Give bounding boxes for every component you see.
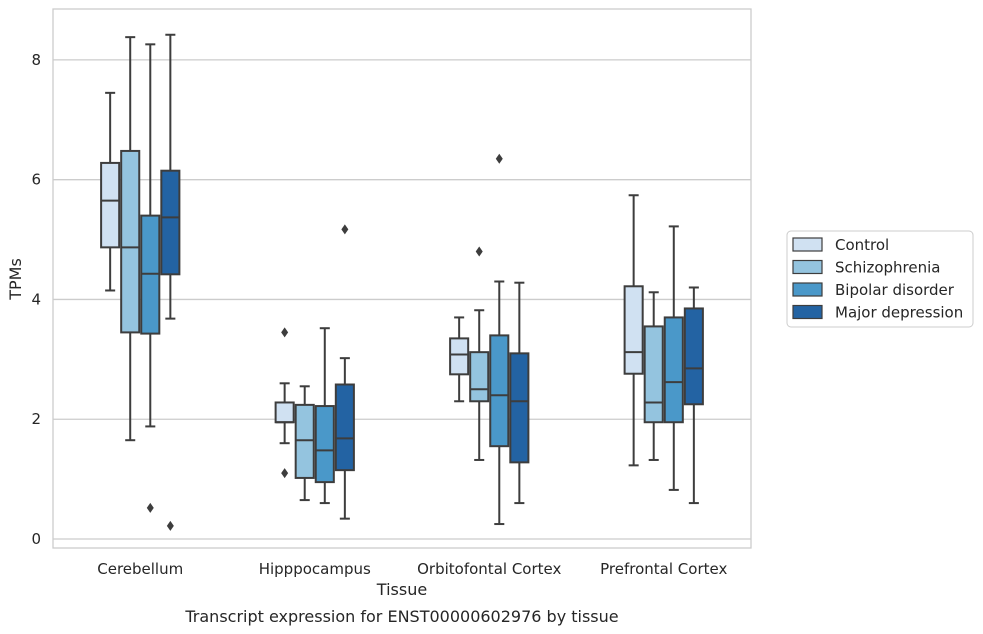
y-axis-ticks: 0 2 4 6 8 <box>31 51 41 548</box>
outlier-point <box>281 327 289 338</box>
box-bipolar-disorder <box>140 43 161 513</box>
box-group-prefrontal-cortex <box>623 194 704 505</box>
legend-label: Major depression <box>835 304 963 322</box>
iqr-box <box>469 351 490 403</box>
iqr-box <box>334 383 355 472</box>
iqr-box <box>449 337 470 376</box>
box-control <box>449 316 470 403</box>
iqr-box <box>100 161 121 249</box>
x-tick-label: Cerebellum <box>97 560 183 578</box>
box-schizophrenia <box>120 36 141 442</box>
iqr-box <box>509 352 530 464</box>
box-schizophrenia <box>294 385 315 502</box>
box-group-orbitofontal-cortex <box>449 153 530 526</box>
iqr-box <box>663 316 684 424</box>
box-control <box>274 327 295 479</box>
iqr-box <box>643 325 664 424</box>
box-groups <box>100 33 704 531</box>
box-schizophrenia <box>469 246 490 461</box>
box-group-cerebellum <box>100 33 181 531</box>
iqr-box <box>623 285 644 375</box>
outlier-point <box>166 520 174 531</box>
legend: Control Schizophrenia Bipolar disorder Majo… <box>786 230 974 328</box>
iqr-box <box>274 401 295 424</box>
x-axis-ticks: Cerebellum Hipppocampus Orbitofontal Corte… <box>97 560 727 578</box>
outlier-point <box>495 153 503 164</box>
box-bipolar-disorder <box>489 153 510 526</box>
y-tick-label: 8 <box>31 51 41 69</box>
box-major-depression <box>334 224 355 520</box>
iqr-box <box>683 307 704 406</box>
legend-label: Bipolar disorder <box>835 281 955 299</box>
iqr-box <box>489 334 510 448</box>
box-control <box>100 91 121 292</box>
x-tick-label: Orbitofontal Cortex <box>417 560 561 578</box>
legend-label: Control <box>835 236 889 254</box>
legend-swatch <box>792 304 823 320</box>
box-control <box>623 194 644 467</box>
plot-area-frame <box>52 8 752 549</box>
box-major-depression <box>509 281 530 505</box>
box-bipolar-disorder <box>663 225 684 491</box>
y-tick-label: 4 <box>31 290 41 308</box>
outlier-point <box>475 246 483 257</box>
box-group-hipppocampus <box>274 224 355 520</box>
y-tick-label: 6 <box>31 171 41 189</box>
legend-swatch <box>792 282 823 297</box>
legend-label: Schizophrenia <box>835 259 940 277</box>
outlier-point <box>341 224 349 235</box>
legend-frame <box>786 230 974 328</box>
x-tick-label: Prefrontal Cortex <box>600 560 727 578</box>
legend-swatch <box>792 259 823 275</box>
y-axis-title: TPMs <box>6 258 25 301</box>
outlier-point <box>281 468 289 479</box>
chart-caption: Transcript expression for ENST0000060297… <box>184 607 618 626</box>
outlier-point <box>146 502 154 513</box>
y-tick-label: 0 <box>31 530 41 548</box>
x-tick-label: Hipppocampus <box>259 560 371 578</box>
legend-swatch <box>792 237 823 252</box>
iqr-box <box>120 149 141 334</box>
iqr-box <box>314 405 335 484</box>
box-major-depression <box>160 33 181 531</box>
box-major-depression <box>683 286 704 505</box>
box-bipolar-disorder <box>314 327 335 505</box>
x-axis-title: Tissue <box>376 580 427 599</box>
y-tick-label: 2 <box>31 410 41 428</box>
iqr-box <box>160 169 181 276</box>
iqr-box <box>294 403 315 479</box>
box-schizophrenia <box>643 291 664 461</box>
